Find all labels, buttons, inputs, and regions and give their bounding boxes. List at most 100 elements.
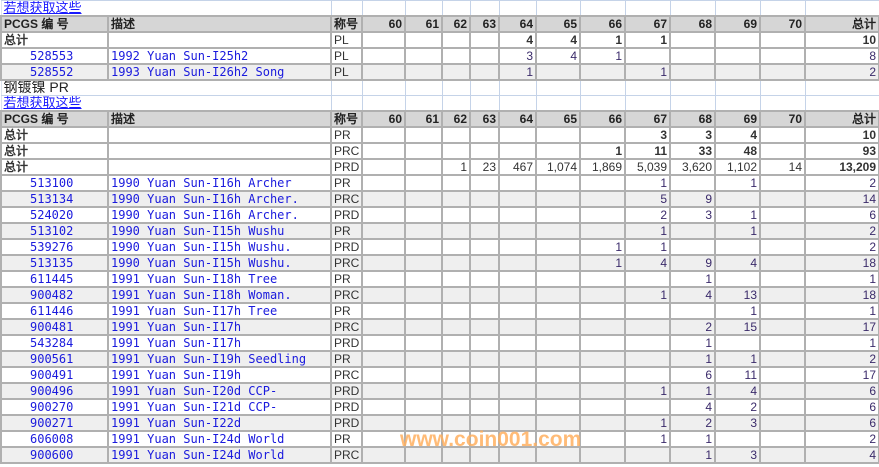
- header-grade[interactable]: 63: [469, 15, 501, 33]
- header-grade[interactable]: 69: [714, 15, 762, 33]
- header-description[interactable]: 描述: [106, 15, 333, 33]
- grade-count: 1: [579, 31, 627, 49]
- grade-count: [469, 302, 501, 320]
- grade-count: 11: [714, 366, 762, 384]
- grade-count: [469, 174, 501, 192]
- header-grade[interactable]: 60: [361, 110, 407, 128]
- description-link[interactable]: 1991 Yuan Sun-I21d CCP-: [106, 398, 333, 416]
- description-link[interactable]: 1991 Yuan Sun-I18h Woman.: [106, 286, 333, 304]
- grade-count: 1: [624, 222, 672, 240]
- header-grade[interactable]: 64: [498, 15, 538, 33]
- header-pcgs-number[interactable]: PCGS 编 号: [0, 110, 109, 128]
- header-total[interactable]: 总计: [804, 15, 879, 33]
- header-grade[interactable]: 66: [579, 15, 627, 33]
- pcgs-number-link[interactable]: 900270: [0, 398, 109, 416]
- description-link[interactable]: 1991 Yuan Sun-I17h Tree: [106, 302, 333, 320]
- description-link[interactable]: 1991 Yuan Sun-I20d CCP-: [106, 382, 333, 400]
- watermark: www.coin001.com: [400, 428, 582, 451]
- header-total[interactable]: 总计: [804, 110, 879, 128]
- grade-count: [624, 334, 672, 352]
- pcgs-number-link[interactable]: 611446: [0, 302, 109, 320]
- designation-cell: PRD: [330, 398, 364, 416]
- get-these-link-text[interactable]: 若想获取这些: [0, 95, 332, 112]
- header-description[interactable]: 描述: [106, 110, 333, 128]
- pcgs-number-link[interactable]: 513102: [0, 222, 109, 240]
- header-grade[interactable]: 68: [669, 15, 717, 33]
- designation-cell: PR: [330, 126, 364, 144]
- get-these-link-text[interactable]: 若想获取这些: [0, 0, 332, 17]
- description-link[interactable]: 1991 Yuan Sun-I22d: [106, 414, 333, 432]
- header-grade[interactable]: 62: [441, 110, 472, 128]
- header-grade[interactable]: 60: [361, 15, 407, 33]
- pcgs-number-link[interactable]: 900561: [0, 350, 109, 368]
- header-grade[interactable]: 68: [669, 110, 717, 128]
- grade-count: 2: [714, 398, 762, 416]
- pcgs-number-link[interactable]: 900481: [0, 318, 109, 336]
- grade-count: [535, 414, 582, 432]
- header-grade[interactable]: 69: [714, 110, 762, 128]
- description-link[interactable]: 1991 Yuan Sun-I24d World: [106, 430, 333, 448]
- grade-count: [498, 366, 538, 384]
- header-grade[interactable]: 64: [498, 110, 538, 128]
- pcgs-number-link[interactable]: 539276: [0, 238, 109, 256]
- get-these-link-label[interactable]: 若想获取这些: [3, 0, 82, 15]
- pcgs-number-link[interactable]: 528552: [0, 63, 109, 81]
- header-grade[interactable]: 63: [469, 110, 501, 128]
- pcgs-number-link[interactable]: 900271: [0, 414, 109, 432]
- description-link[interactable]: 1990 Yuan Sun-I16h Archer: [106, 174, 333, 192]
- pcgs-number-link[interactable]: 900496: [0, 382, 109, 400]
- pcgs-number-link[interactable]: 513135: [0, 254, 109, 272]
- grade-count: [361, 366, 407, 384]
- description-cell: [106, 158, 333, 176]
- description-link[interactable]: 1990 Yuan Sun-I15h Wushu.: [106, 238, 333, 256]
- header-grade[interactable]: 66: [579, 110, 627, 128]
- header-grade[interactable]: 67: [624, 15, 672, 33]
- header-grade[interactable]: 65: [535, 15, 582, 33]
- row-total: 8: [804, 47, 879, 65]
- description-link[interactable]: 1993 Yuan Sun-I26h2 Song: [106, 63, 333, 81]
- grade-count: 1: [624, 174, 672, 192]
- header-grade[interactable]: 65: [535, 110, 582, 128]
- pcgs-number-link[interactable]: 900491: [0, 366, 109, 384]
- header-grade[interactable]: 62: [441, 15, 472, 33]
- pcgs-number-link[interactable]: 900482: [0, 286, 109, 304]
- grade-count: 1: [714, 174, 762, 192]
- grade-count: [441, 382, 472, 400]
- header-designation[interactable]: 称号: [330, 15, 364, 33]
- coin-row: 900481 1991 Yuan Sun-I17h PRC 2 15 17: [0, 318, 879, 336]
- pcgs-number-link[interactable]: 543284: [0, 334, 109, 352]
- description-link[interactable]: 1991 Yuan Sun-I17h: [106, 318, 333, 336]
- pcgs-number-link[interactable]: 611445: [0, 270, 109, 288]
- description-link[interactable]: 1991 Yuan Sun-I17h: [106, 334, 333, 352]
- grade-count: [469, 222, 501, 240]
- description-link[interactable]: 1990 Yuan Sun-I16h Archer.: [106, 206, 333, 224]
- description-link[interactable]: 1991 Yuan Sun-I18h Tree: [106, 270, 333, 288]
- description-link[interactable]: 1990 Yuan Sun-I15h Wushu.: [106, 254, 333, 272]
- pcgs-number-link[interactable]: 900600: [0, 446, 109, 464]
- get-these-link-label[interactable]: 若想获取这些: [3, 95, 82, 110]
- pcgs-number-link[interactable]: 513100: [0, 174, 109, 192]
- grade-count: 15: [714, 318, 762, 336]
- header-pcgs-number[interactable]: PCGS 编 号: [0, 15, 109, 33]
- pcgs-number-link[interactable]: 513134: [0, 190, 109, 208]
- description-link[interactable]: 1991 Yuan Sun-I19h Seedling: [106, 350, 333, 368]
- header-grade[interactable]: 61: [404, 15, 444, 33]
- header-grade[interactable]: 70: [759, 110, 807, 128]
- description-link[interactable]: 1990 Yuan Sun-I15h Wushu: [106, 222, 333, 240]
- pcgs-number-link[interactable]: 606008: [0, 430, 109, 448]
- pcgs-number-link[interactable]: 524020: [0, 206, 109, 224]
- description-link[interactable]: 1991 Yuan Sun-I24d World: [106, 446, 333, 464]
- header-grade[interactable]: 70: [759, 15, 807, 33]
- coin-row: 900491 1991 Yuan Sun-I19h PRC 6 11 17: [0, 366, 879, 384]
- description-link[interactable]: 1990 Yuan Sun-I16h Archer.: [106, 190, 333, 208]
- header-grade[interactable]: 67: [624, 110, 672, 128]
- description-link[interactable]: 1992 Yuan Sun-I25h2: [106, 47, 333, 65]
- description-link[interactable]: 1991 Yuan Sun-I19h: [106, 366, 333, 384]
- grade-count: [535, 206, 582, 224]
- header-designation[interactable]: 称号: [330, 110, 364, 128]
- grade-count: 1: [714, 222, 762, 240]
- pcgs-number-link[interactable]: 528553: [0, 47, 109, 65]
- grade-count: [441, 142, 472, 160]
- header-grade[interactable]: 61: [404, 110, 444, 128]
- grade-count: 3: [669, 206, 717, 224]
